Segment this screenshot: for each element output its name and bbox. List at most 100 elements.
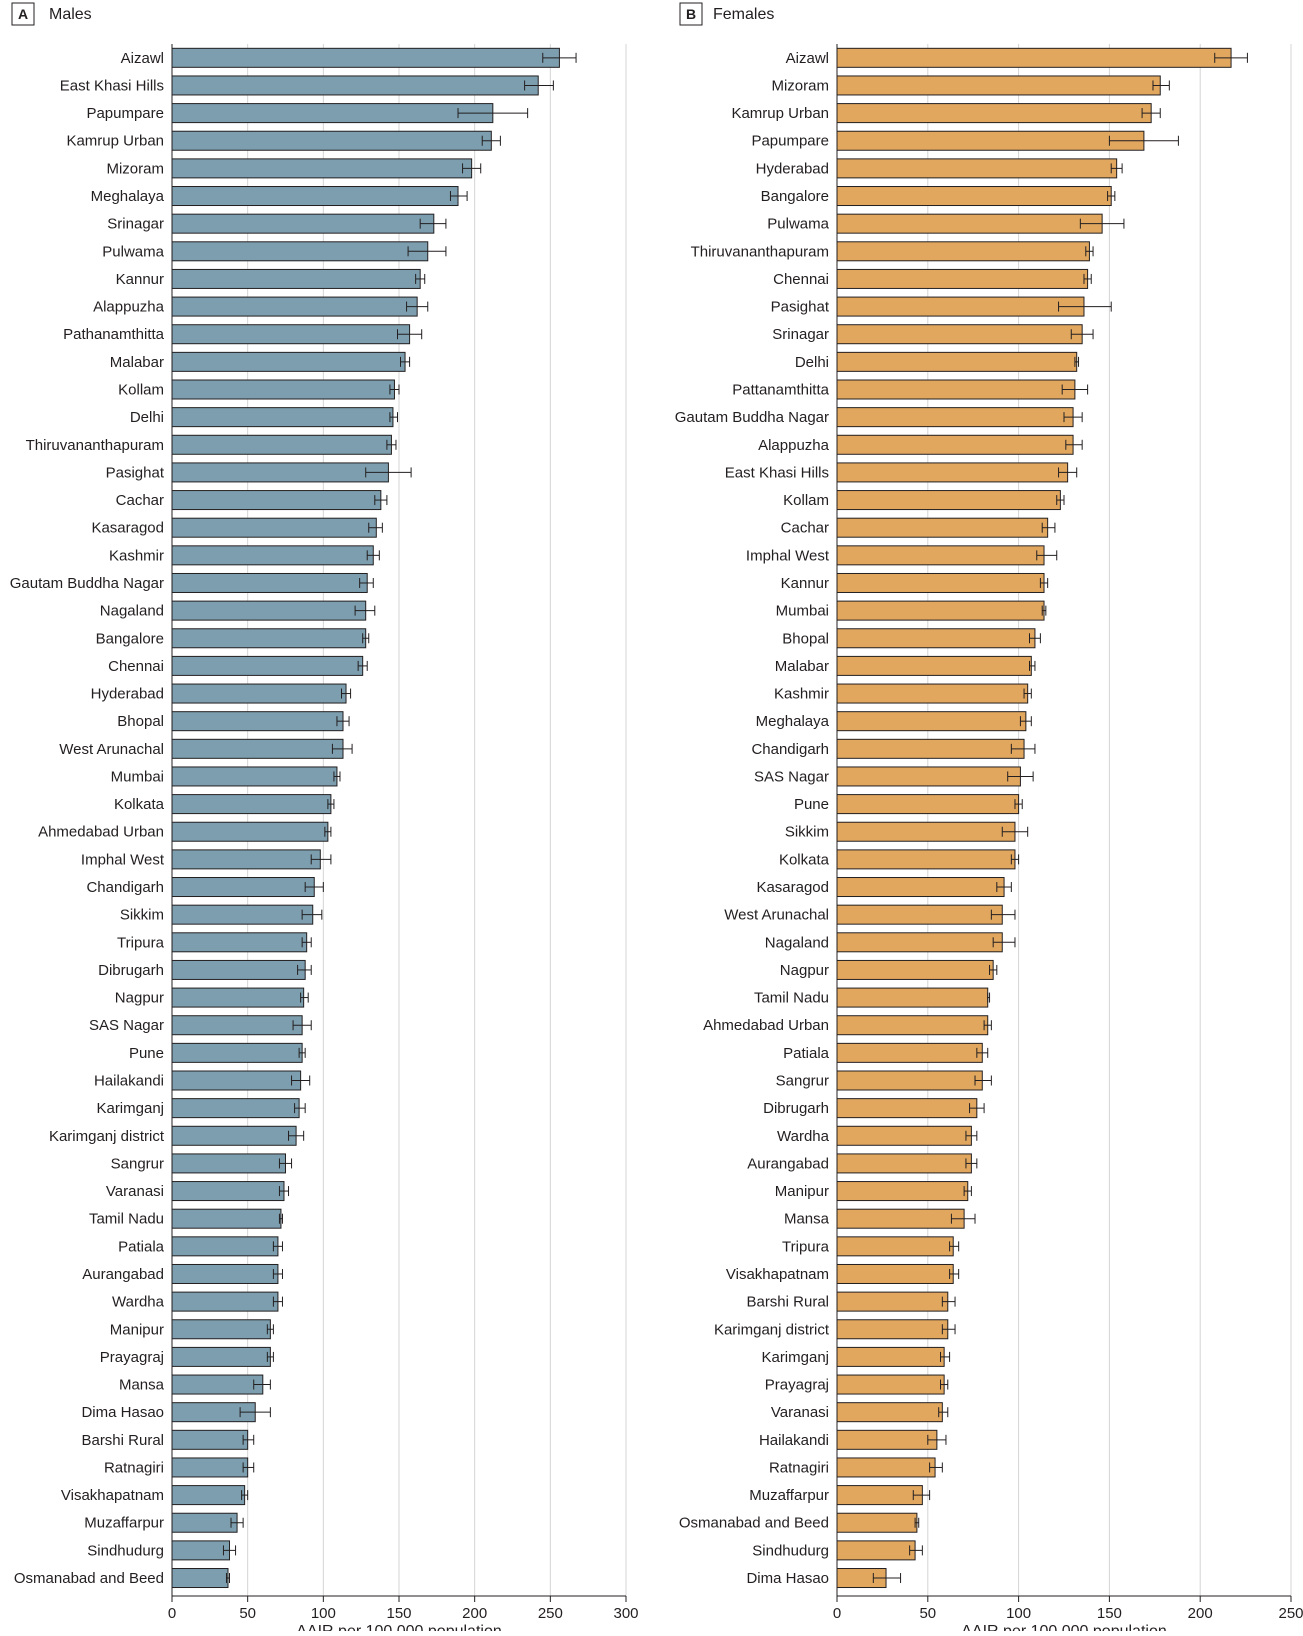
category-label: Sikkim [120,907,164,924]
category-label: Imphal West [746,547,830,564]
bar [171,268,421,289]
bar [171,1098,300,1119]
bar [836,711,1027,732]
category-label: Osmanabad and Beed [679,1515,829,1532]
bar [836,75,1161,96]
bar [836,241,1090,262]
category-label: Sangrur [111,1155,164,1172]
panel-a: A Males Aizawl East Khasi Hills Papumpare Kam… [10,2,639,1636]
bar [836,130,1145,151]
category-label: Pulwama [102,243,164,260]
bar [171,1042,303,1063]
bar [836,821,1016,842]
category-label: Kolkata [779,851,830,868]
category-label: Tamil Nadu [754,990,829,1007]
category-label: Nagaland [100,603,164,620]
category-label: Mizoram [106,160,164,177]
category-label: Imphal West [81,851,165,868]
panel-letter-box [11,2,35,26]
bar [171,434,392,455]
x-tick-label: 100 [1006,1605,1031,1622]
bar [171,130,492,151]
x-tick-label: 300 [613,1605,638,1622]
category-label: Gautam Buddha Nagar [10,575,164,592]
category-label: Dibrugarh [763,1100,829,1117]
bar [836,1125,972,1146]
bar [171,1512,238,1533]
category-label: Bangalore [96,630,164,647]
bar [836,1485,923,1506]
category-label: Papumpare [751,133,829,150]
category-label: Karimganj district [49,1128,165,1145]
bar [836,987,989,1008]
category-label: Patiala [118,1238,165,1255]
category-label: Srinagar [107,216,164,233]
category-label: Bhopal [117,713,164,730]
category-label: Karimganj [761,1349,829,1366]
bar [171,877,315,898]
bar [171,1070,302,1091]
bar [836,407,1074,428]
bar [836,434,1074,455]
category-label: Malabar [110,354,164,371]
category-label: Visakhapatnam [61,1487,164,1504]
category-label: Wardha [777,1128,830,1145]
category-label: Barshi Rural [81,1432,164,1449]
panel-title: Females [713,6,774,23]
category-label: Cachar [116,492,164,509]
category-label: Osmanabad and Beed [14,1570,164,1587]
category-label: Kannur [781,575,829,592]
bar [836,1181,969,1202]
category-label: East Khasi Hills [725,464,829,481]
bar [171,379,395,400]
category-label: Pune [129,1045,164,1062]
x-tick-label: 150 [386,1605,411,1622]
x-tick-label: 0 [833,1605,841,1622]
category-label: Kannur [116,271,164,288]
category-label: Pune [794,796,829,813]
category-label: Alappuzha [758,437,830,454]
category-label: Bangalore [761,188,829,205]
bar [171,1015,303,1036]
bar [171,1319,271,1340]
bar [171,987,305,1008]
category-label: Pathanamthitta [63,326,165,343]
category-label: Dima Hasao [81,1404,164,1421]
bar [171,904,314,925]
category-label: Karimganj [96,1100,164,1117]
category-label: Tripura [782,1238,830,1255]
category-label: Aizawl [121,50,164,67]
category-label: Sindhudurg [752,1542,829,1559]
bar [836,932,1003,953]
category-label: Kashmir [774,686,829,703]
category-label: Hyderabad [756,160,829,177]
bar [171,241,429,262]
bar [171,600,367,621]
bar [836,1512,918,1533]
x-tick-label: 200 [1188,1605,1213,1622]
category-label: Ahmedabad Urban [703,1017,829,1034]
category-label: Meghalaya [756,713,830,730]
bar [171,794,332,815]
category-label: Mizoram [771,77,829,94]
bar [171,1236,279,1257]
category-label: Kamrup Urban [731,105,829,122]
bar [171,1153,286,1174]
x-tick-label: 50 [239,1605,256,1622]
category-label: Mansa [784,1211,830,1228]
bar [171,158,473,179]
category-label: Pasighat [106,464,165,481]
bar [171,186,459,207]
category-label: West Arunachal [59,741,164,758]
bar [836,1429,938,1450]
category-label: Alappuzha [93,299,165,316]
bar [836,1098,978,1119]
category-label: Chandigarh [751,741,829,758]
bar [836,738,1025,759]
bar [836,1457,936,1478]
bar [171,75,539,96]
x-tick-label: 100 [311,1605,336,1622]
category-label: SAS Nagar [89,1017,164,1034]
bar [171,545,374,566]
category-label: Sikkim [785,824,829,841]
